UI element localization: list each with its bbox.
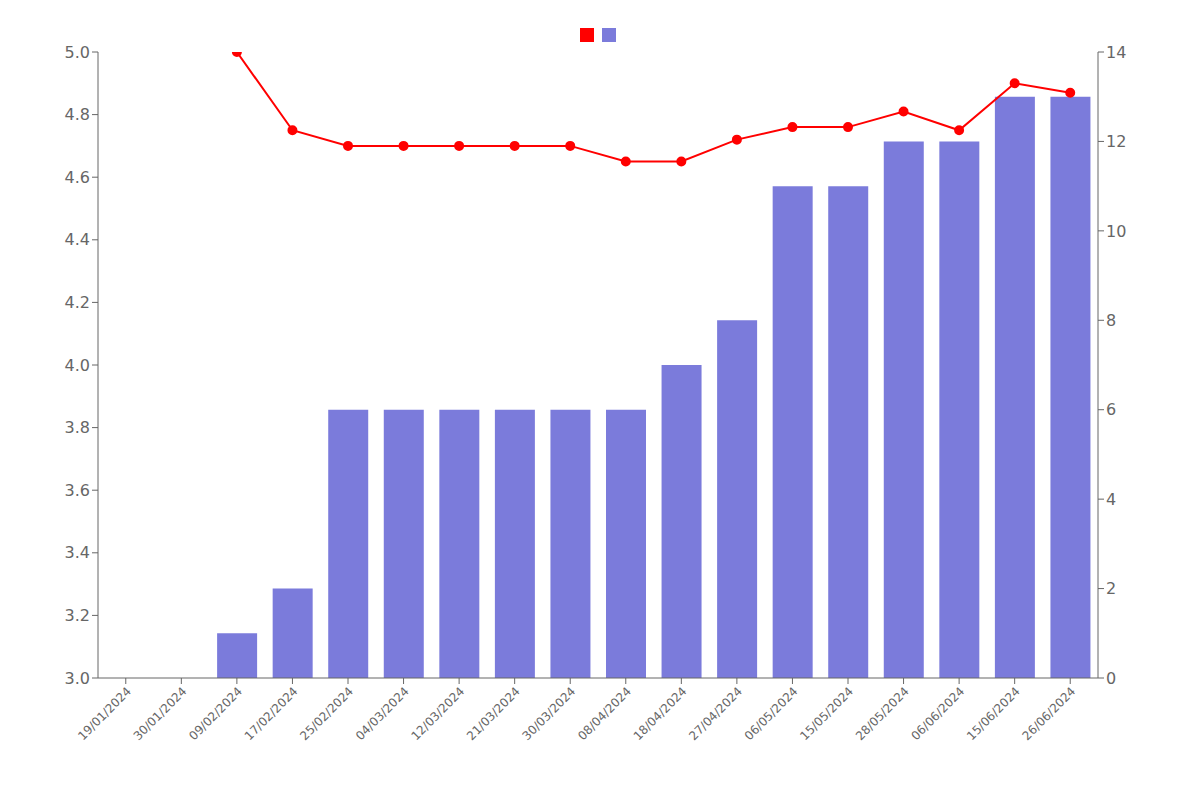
svg-text:30/01/2024: 30/01/2024	[131, 684, 190, 743]
svg-text:21/03/2024: 21/03/2024	[464, 684, 523, 743]
svg-text:08/04/2024: 08/04/2024	[575, 684, 634, 743]
svg-text:06/05/2024: 06/05/2024	[742, 684, 801, 743]
svg-text:12: 12	[1106, 132, 1126, 151]
svg-text:14: 14	[1106, 43, 1126, 62]
svg-text:4.2: 4.2	[65, 293, 90, 312]
svg-text:0: 0	[1106, 669, 1116, 688]
svg-text:18/04/2024: 18/04/2024	[631, 684, 690, 743]
svg-text:09/02/2024: 09/02/2024	[186, 684, 245, 743]
svg-text:4.6: 4.6	[65, 168, 90, 187]
svg-text:27/04/2024: 27/04/2024	[686, 684, 745, 743]
svg-text:3.6: 3.6	[65, 481, 90, 500]
svg-text:15/06/2024: 15/06/2024	[964, 684, 1023, 743]
svg-text:17/02/2024: 17/02/2024	[242, 684, 301, 743]
svg-text:3.2: 3.2	[65, 606, 90, 625]
svg-text:30/03/2024: 30/03/2024	[520, 684, 579, 743]
svg-text:3.0: 3.0	[65, 669, 90, 688]
svg-text:8: 8	[1106, 311, 1116, 330]
svg-text:26/06/2024: 26/06/2024	[1020, 684, 1079, 743]
svg-text:4: 4	[1106, 490, 1116, 509]
svg-text:3.8: 3.8	[65, 418, 90, 437]
svg-text:4.4: 4.4	[65, 230, 90, 249]
svg-text:4.8: 4.8	[65, 105, 90, 124]
svg-text:6: 6	[1106, 400, 1116, 419]
svg-text:28/05/2024: 28/05/2024	[853, 684, 912, 743]
svg-text:4.0: 4.0	[65, 356, 90, 375]
svg-text:10: 10	[1106, 222, 1126, 241]
svg-text:5.0: 5.0	[65, 43, 90, 62]
svg-text:15/05/2024: 15/05/2024	[797, 684, 856, 743]
svg-text:25/02/2024: 25/02/2024	[297, 684, 356, 743]
svg-text:12/03/2024: 12/03/2024	[408, 684, 467, 743]
svg-text:04/03/2024: 04/03/2024	[353, 684, 412, 743]
svg-text:19/01/2024: 19/01/2024	[75, 684, 134, 743]
svg-text:3.4: 3.4	[65, 543, 90, 562]
svg-text:06/06/2024: 06/06/2024	[908, 684, 967, 743]
svg-text:2: 2	[1106, 579, 1116, 598]
